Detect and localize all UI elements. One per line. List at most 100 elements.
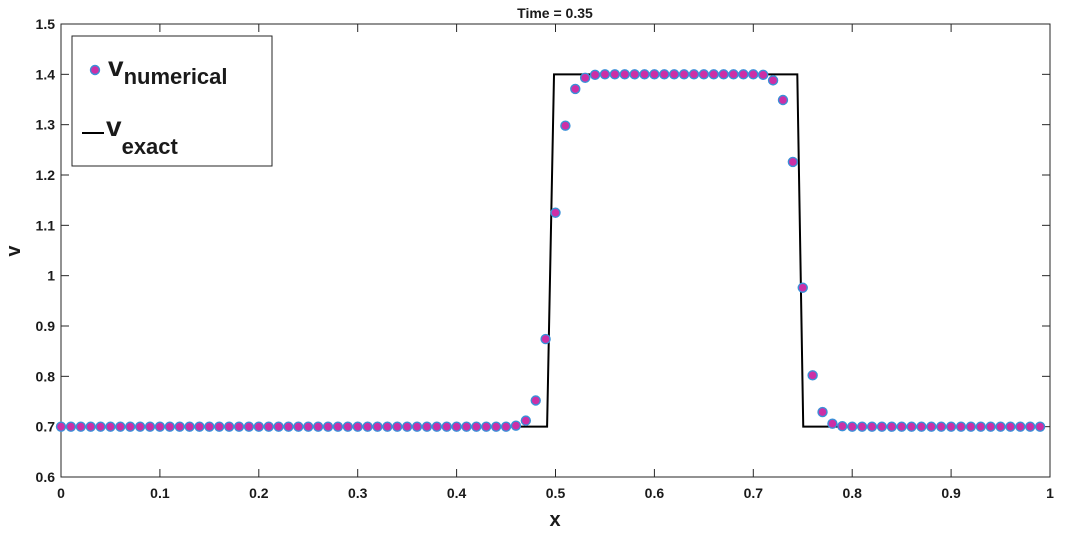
- numerical-point: [995, 421, 1006, 432]
- numerical-point: [75, 421, 86, 432]
- y-tick-label: 1.4: [36, 66, 56, 82]
- numerical-point: [174, 421, 185, 432]
- numerical-point: [965, 421, 977, 432]
- plot-series: [55, 69, 1046, 432]
- numerical-point: [777, 94, 789, 106]
- x-axis-ticks: 0 0.1 0.2 0.3 0.4 0.5 0.6 0.7 0.8 0.9 1: [57, 24, 1054, 501]
- y-axis-ticks: 0.6 0.7 0.8 0.9 1 1.1 1.2 1.3 1.4 1.5: [36, 16, 1050, 485]
- numerical-point: [352, 421, 363, 432]
- x-tick-label: 0.9: [941, 485, 961, 501]
- x-tick-label: 0.4: [447, 485, 467, 501]
- numerical-point: [1005, 421, 1016, 432]
- numerical-point: [757, 69, 769, 81]
- x-axis-label: x: [549, 509, 560, 531]
- numerical-point: [144, 421, 156, 432]
- numerical-point: [570, 83, 581, 95]
- numerical-point: [471, 421, 482, 432]
- numerical-point: [659, 69, 670, 80]
- y-tick-label: 0.7: [36, 419, 56, 435]
- numerical-point: [154, 421, 166, 432]
- y-tick-label: 1.3: [36, 117, 56, 133]
- numerical-point: [115, 421, 126, 432]
- numerical-point: [678, 69, 690, 80]
- legend: vnumerical vexact: [71, 35, 273, 167]
- numerical-point: [708, 69, 719, 80]
- numerical-point: [847, 421, 858, 432]
- numerical-point: [945, 421, 957, 432]
- numerical-point: [164, 421, 175, 432]
- numerical-point: [382, 421, 393, 432]
- numerical-point: [451, 421, 462, 432]
- x-tick-label: 0.8: [842, 485, 862, 501]
- numerical-point: [401, 421, 413, 432]
- numerical-point: [837, 420, 848, 432]
- numerical-point: [738, 69, 749, 80]
- y-tick-label: 0.8: [36, 368, 56, 384]
- numerical-point: [609, 69, 621, 80]
- numerical-point: [263, 421, 274, 432]
- numerical-point: [273, 421, 284, 432]
- numerical-point: [866, 421, 878, 432]
- x-tick-label: 0: [57, 485, 65, 501]
- numerical-point: [105, 421, 116, 432]
- numerical-point: [204, 421, 215, 432]
- numerical-point: [668, 69, 680, 80]
- numerical-point: [520, 415, 532, 426]
- numerical-point: [194, 421, 205, 432]
- numerical-point: [589, 69, 601, 81]
- numerical-point: [65, 421, 77, 432]
- numerical-point: [372, 421, 383, 432]
- numerical-point: [797, 282, 808, 293]
- numerical-point: [332, 421, 344, 432]
- numerical-point: [510, 420, 522, 431]
- y-tick-label: 1.1: [36, 217, 56, 233]
- numerical-point: [293, 421, 304, 432]
- numerical-point: [817, 406, 828, 418]
- numerical-point: [876, 421, 888, 432]
- numerical-point: [243, 421, 255, 432]
- numerical-point: [55, 421, 67, 432]
- numerical-point: [283, 421, 294, 432]
- numerical-point: [649, 69, 660, 80]
- numerical-point: [431, 421, 443, 432]
- legend-marker-numerical: [89, 64, 101, 76]
- numerical-point: [579, 72, 591, 84]
- legend-label-numerical: vnumerical: [108, 51, 228, 89]
- numerical-point: [639, 69, 650, 80]
- numerical-point: [362, 421, 373, 432]
- numerical-point: [134, 421, 146, 432]
- chart-title: Time = 0.35: [517, 5, 593, 21]
- numerical-point: [807, 370, 818, 381]
- numerical-point: [926, 421, 937, 432]
- numerical-point: [1015, 421, 1026, 432]
- y-tick-label: 1: [47, 268, 55, 284]
- numerical-point: [411, 421, 423, 432]
- numerical-point: [253, 421, 264, 432]
- numerical-point: [540, 333, 551, 345]
- numerical-point: [560, 120, 571, 131]
- numerical-point: [629, 69, 640, 80]
- numerical-point: [916, 421, 927, 432]
- numerical-point: [748, 69, 759, 80]
- numerical-point: [728, 69, 739, 80]
- numerical-point: [342, 421, 354, 432]
- legend-label-numerical-sub: numerical: [124, 64, 228, 89]
- numerical-point: [500, 421, 512, 432]
- legend-label-exact-main: v: [106, 111, 122, 142]
- legend-label-exact-sub: exact: [122, 134, 179, 159]
- numerical-point: [184, 421, 195, 432]
- numerical-point: [936, 421, 947, 432]
- numerical-point: [955, 421, 967, 432]
- numerical-point: [688, 69, 700, 80]
- numerical-point: [1034, 421, 1046, 432]
- numerical-point: [550, 207, 561, 218]
- numerical-point: [303, 421, 314, 432]
- numerical-point: [223, 421, 235, 432]
- numerical-point: [481, 421, 492, 432]
- numerical-point: [392, 421, 403, 432]
- numerical-point: [599, 69, 611, 80]
- numerical-point: [441, 421, 452, 432]
- numerical-point: [856, 421, 868, 432]
- legend-label-numerical-main: v: [108, 51, 124, 82]
